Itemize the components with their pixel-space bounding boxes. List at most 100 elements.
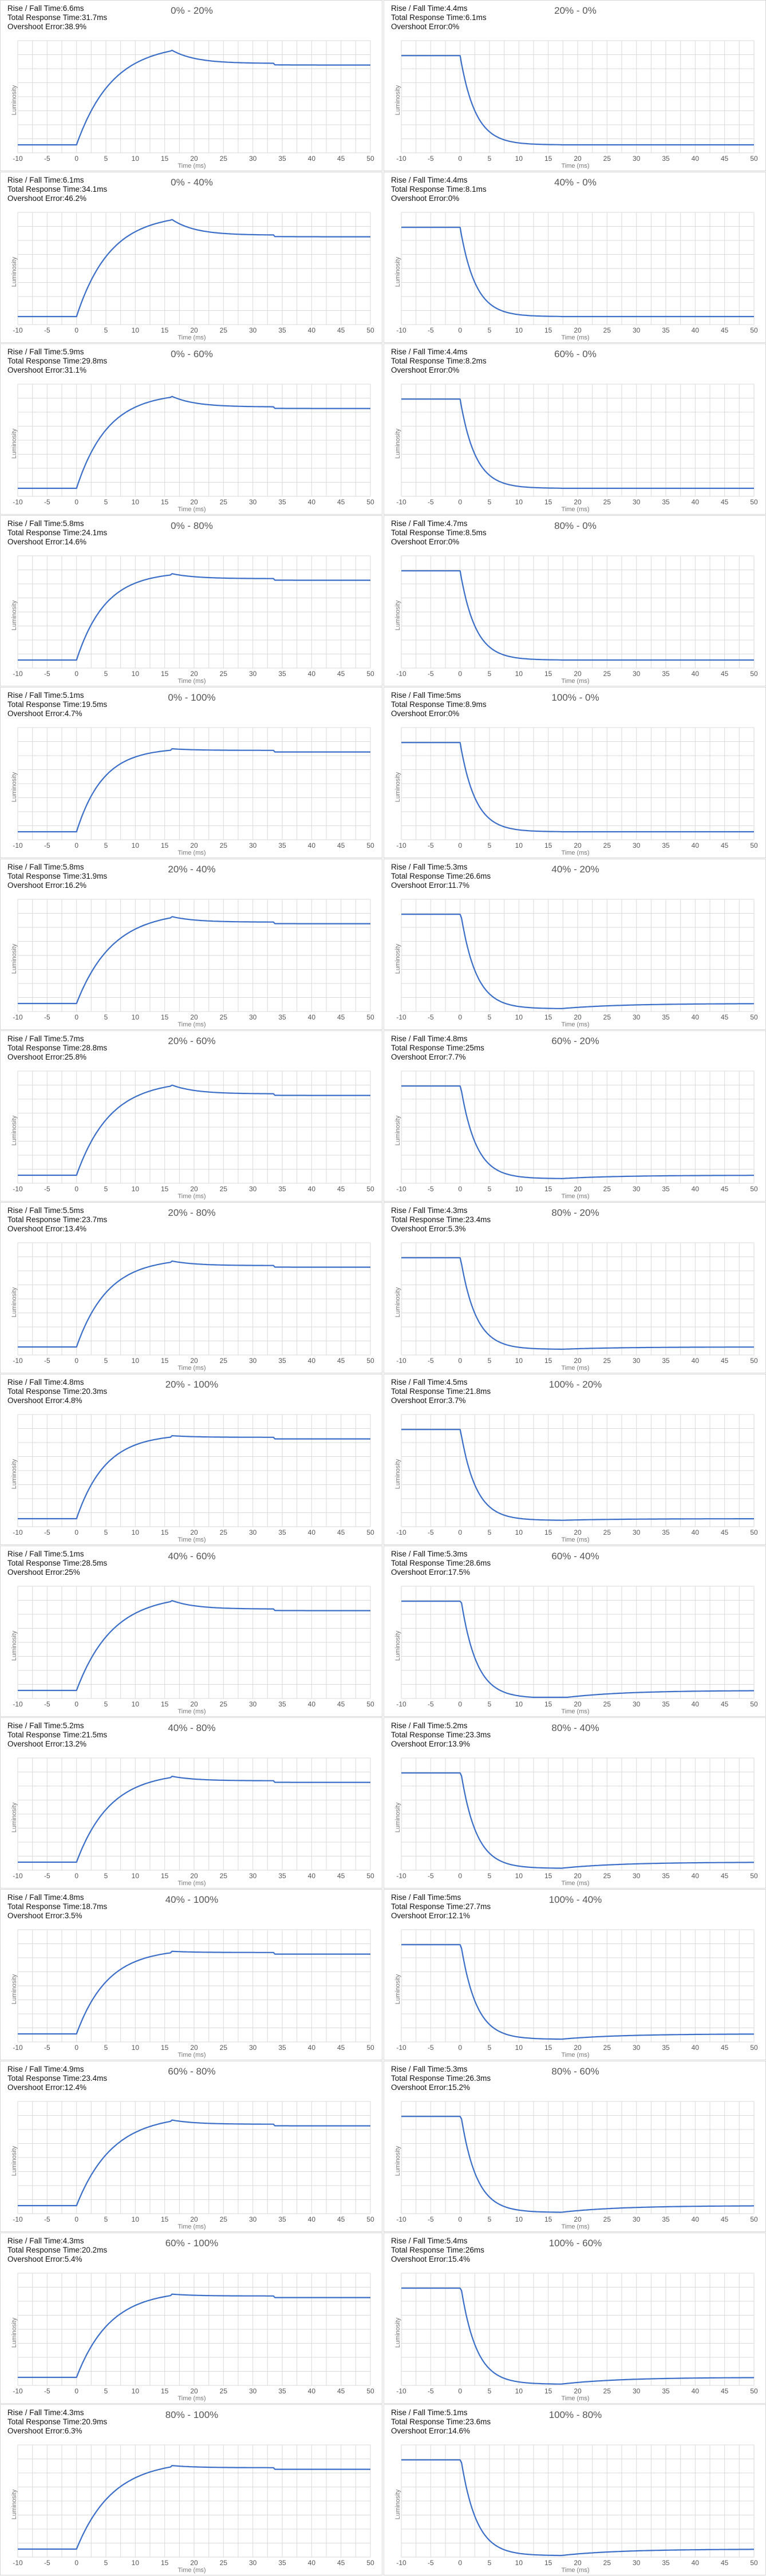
stat-overshoot-value: 13.2%: [64, 1740, 87, 1748]
y-axis-label: Luminosity: [394, 85, 401, 116]
x-tick-label: 30: [249, 2387, 257, 2395]
x-tick-label: 15: [161, 2559, 169, 2567]
x-tick-label: 25: [220, 1700, 228, 1708]
x-tick-label: 30: [249, 2044, 257, 2052]
stat-total-value: 20.9ms: [81, 2417, 108, 2426]
x-tick-label: 5: [104, 326, 108, 334]
x-tick-label: 30: [633, 1185, 641, 1193]
stat-total-value: 31.7ms: [81, 13, 108, 22]
stat-rise-line: Rise / Fall Time:5.3ms: [391, 863, 491, 872]
x-tick-label: 5: [488, 1357, 492, 1365]
x-tick-label: 25: [603, 2044, 611, 2052]
y-axis-label: Luminosity: [11, 1115, 18, 1146]
stat-total-value: 28.8ms: [81, 1044, 108, 1052]
response-stats: Rise / Fall Time:4.3ms Total Response Tim…: [391, 1206, 491, 1234]
x-tick-label: 30: [249, 2215, 257, 2223]
x-tick-label: 15: [544, 841, 552, 850]
x-tick-label: 35: [278, 1872, 286, 1880]
x-tick-label: -10: [13, 498, 23, 506]
x-axis-label: Time (ms): [177, 1708, 206, 1715]
x-tick-label: 15: [544, 1528, 552, 1536]
stat-rise-line: Rise / Fall Time:6.1ms: [7, 176, 107, 185]
x-tick-label: 0: [74, 1013, 78, 1021]
x-tick-label: 15: [544, 1013, 552, 1021]
x-tick-label: 10: [132, 670, 140, 678]
x-tick-label: 45: [337, 2044, 345, 2052]
x-tick-label: 5: [104, 1185, 108, 1193]
x-tick-label: 10: [132, 326, 140, 334]
response-stats: Rise / Fall Time:5.5ms Total Response Tim…: [7, 1206, 107, 1234]
stat-total-line: Total Response Time:28.5ms: [7, 1559, 107, 1568]
luminosity-plot: -10 -5 0 5 10 15 20 25 30 35 40 45 50: [396, 40, 758, 163]
stat-rise-value: 5.4ms: [446, 2237, 468, 2245]
x-tick-label: -10: [396, 1357, 406, 1365]
chart-title: 40% - 80%: [168, 1722, 216, 1733]
x-tick-label: 0: [458, 1357, 462, 1365]
x-tick-label: 0: [458, 1185, 462, 1193]
x-tick-label: 15: [544, 1185, 552, 1193]
chart-title: 20% - 100%: [165, 1379, 219, 1390]
x-tick-label: 20: [574, 2387, 582, 2395]
stat-total-value: 26ms: [465, 2246, 484, 2254]
stat-rise-label: Rise / Fall Time:: [7, 519, 63, 528]
stat-total-label: Total Response Time:: [7, 13, 82, 22]
x-tick-label: 45: [721, 326, 729, 334]
stat-total-label: Total Response Time:: [7, 1215, 82, 1224]
stat-total-label: Total Response Time:: [7, 357, 82, 365]
stat-overshoot-line: Overshoot Error:5.4%: [7, 2255, 107, 2264]
x-tick-label: 35: [278, 2044, 286, 2052]
luminosity-series-line: [18, 1599, 370, 1692]
stat-rise-line: Rise / Fall Time:4.3ms: [7, 2408, 107, 2417]
x-tick-label: 45: [721, 2215, 729, 2223]
luminosity-plot: -10 -5 0 5 10 15 20 25 30 35 40 45 50: [396, 1929, 758, 2052]
stat-overshoot-label: Overshoot Error:: [391, 709, 448, 718]
x-tick-label: 5: [104, 841, 108, 850]
x-tick-label: 40: [692, 1872, 700, 1880]
chart-title: 60% - 80%: [168, 2066, 216, 2077]
x-tick-label: 25: [603, 1013, 611, 1021]
response-stats: Rise / Fall Time:5.4ms Total Response Tim…: [391, 2237, 484, 2264]
x-tick-label: -10: [13, 1872, 23, 1880]
stat-total-line: Total Response Time:8.9ms: [391, 700, 487, 709]
x-tick-label: 40: [692, 1700, 700, 1708]
stat-total-line: Total Response Time:31.9ms: [7, 872, 107, 881]
x-tick-label: 0: [74, 2044, 78, 2052]
x-tick-label: 40: [308, 2387, 316, 2395]
x-tick-label: 15: [544, 670, 552, 678]
x-axis-label: Time (ms): [561, 2223, 590, 2230]
chart-panel: Rise / Fall Time:5.9ms Total Response Tim…: [0, 343, 382, 515]
response-stats: Rise / Fall Time:5.1ms Total Response Tim…: [7, 1550, 107, 1577]
x-tick-label: 20: [190, 1528, 198, 1536]
response-stats: Rise / Fall Time:5.8ms Total Response Tim…: [7, 519, 107, 547]
stat-total-value: 8.5ms: [465, 528, 487, 537]
chart-panel: Rise / Fall Time:5.5ms Total Response Tim…: [0, 1202, 382, 1373]
x-tick-label: 45: [721, 670, 729, 678]
x-tick-label: 5: [488, 2387, 492, 2395]
x-tick-label: 25: [220, 1185, 228, 1193]
y-axis-label: Luminosity: [11, 1802, 18, 1833]
x-tick-label: 10: [132, 1013, 140, 1021]
x-tick-label: -5: [428, 1013, 434, 1021]
chart-panel: Rise / Fall Time:5ms Total Response Time:…: [384, 687, 766, 858]
stat-total-line: Total Response Time:19.5ms: [7, 700, 107, 709]
y-axis-label: Luminosity: [11, 1630, 18, 1661]
stat-total-label: Total Response Time:: [7, 2417, 82, 2426]
stat-total-line: Total Response Time:26.3ms: [391, 2074, 491, 2083]
x-tick-label: 30: [633, 2044, 641, 2052]
x-tick-label: 20: [574, 1185, 582, 1193]
stat-rise-line: Rise / Fall Time:5.9ms: [7, 347, 107, 357]
x-tick-label: 40: [692, 670, 700, 678]
stat-total-line: Total Response Time:24.1ms: [7, 528, 107, 538]
x-tick-label: 40: [308, 1872, 316, 1880]
x-axis-label: Time (ms): [561, 2395, 590, 2402]
stat-rise-value: 5.2ms: [62, 1721, 84, 1730]
x-tick-label: 35: [662, 841, 670, 850]
stat-rise-line: Rise / Fall Time:5ms: [391, 1893, 491, 1902]
x-tick-label: 35: [278, 1185, 286, 1193]
x-tick-label: 20: [574, 670, 582, 678]
stat-overshoot-label: Overshoot Error:: [391, 22, 448, 31]
stat-total-label: Total Response Time:: [391, 1730, 465, 1739]
x-axis-label: Time (ms): [177, 1193, 206, 1200]
x-tick-label: 35: [662, 1357, 670, 1365]
y-axis-label: Luminosity: [394, 1974, 401, 2005]
